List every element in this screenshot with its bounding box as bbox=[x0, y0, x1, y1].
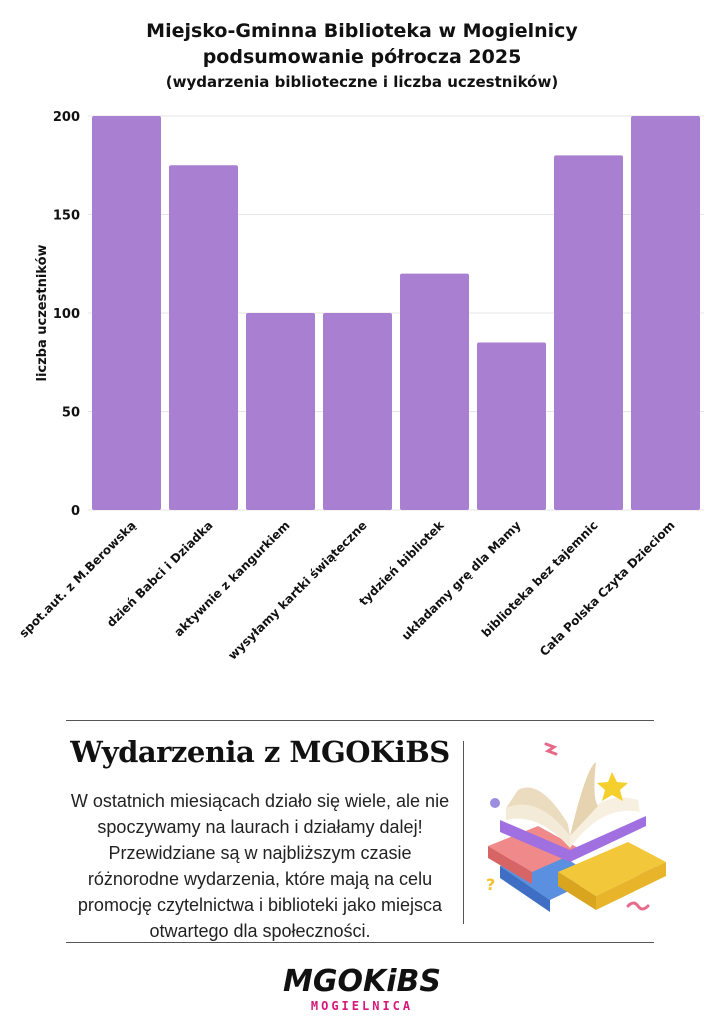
bar bbox=[323, 313, 392, 510]
y-tick-label: 100 bbox=[53, 307, 80, 322]
chart-title-block: Miejsko-Gminna Biblioteka w Mogielnicy p… bbox=[0, 18, 724, 94]
section-heading: Wydarzenia z MGOKiBS bbox=[70, 735, 450, 769]
y-tick-label: 200 bbox=[53, 110, 80, 125]
y-tick-label: 50 bbox=[62, 406, 80, 421]
logo-bottom-text: MOGIELNICA bbox=[311, 999, 413, 1013]
bar bbox=[400, 273, 469, 510]
divider-vertical bbox=[463, 741, 464, 924]
mgokibs-logo: MGOKiBS MOGIELNICA bbox=[283, 964, 441, 1013]
chart-title-line1: Miejsko-Gminna Biblioteka w Mogielnicy bbox=[146, 20, 578, 42]
bar bbox=[169, 165, 238, 510]
bar bbox=[246, 313, 315, 510]
divider-bottom bbox=[66, 942, 654, 943]
bar bbox=[477, 342, 546, 510]
logo-top-text: MGOKiBS bbox=[283, 964, 441, 999]
y-axis-label: liczba uczestników bbox=[35, 244, 50, 381]
bar bbox=[631, 116, 700, 510]
chart-title-line2: podsumowanie półrocza 2025 bbox=[202, 46, 522, 68]
x-tick-label: Cała Polska Czyta Dzieciom bbox=[537, 518, 678, 659]
bar bbox=[92, 116, 161, 510]
x-tick-label: tydzień bibliotek bbox=[356, 518, 447, 609]
books-illustration-icon: ? bbox=[486, 742, 666, 912]
divider-top bbox=[66, 720, 654, 721]
svg-text:?: ? bbox=[486, 875, 495, 894]
y-tick-label: 0 bbox=[71, 504, 80, 519]
x-tick-label: wysyłamy kartki świąteczne bbox=[225, 518, 369, 662]
section-text: W ostatnich miesiącach działo się wiele,… bbox=[70, 791, 450, 941]
chart-subtitle: (wydarzenia biblioteczne i liczba uczest… bbox=[165, 73, 559, 91]
bar bbox=[554, 155, 623, 510]
y-tick-label: 150 bbox=[53, 209, 80, 224]
